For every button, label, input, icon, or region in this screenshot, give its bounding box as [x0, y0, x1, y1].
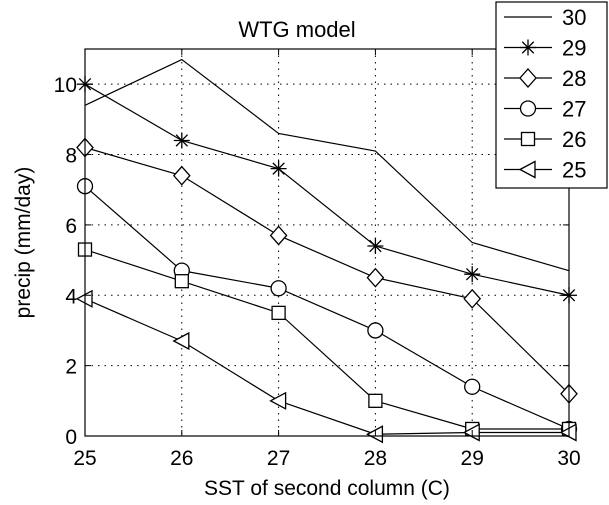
diamond-marker — [519, 68, 537, 88]
legend-label: 29 — [562, 36, 586, 61]
series-line-25 — [84, 298, 569, 435]
data-point — [269, 225, 288, 246]
asterisk-marker — [270, 160, 287, 177]
data-point — [172, 165, 191, 186]
x-tick-label: 26 — [170, 447, 193, 470]
legend-label: 30 — [562, 5, 586, 30]
data-point — [172, 331, 190, 351]
legend-item-27: 27 — [504, 97, 586, 122]
series-26 — [77, 242, 577, 437]
data-point — [269, 391, 287, 410]
legend-item-25: 25 — [504, 158, 586, 183]
legend-label: 26 — [562, 127, 586, 152]
series-25 — [75, 289, 577, 444]
legend-item-26: 26 — [504, 127, 586, 152]
legend-label: 27 — [562, 97, 586, 122]
legend-item-29: 29 — [504, 36, 586, 61]
diamond-marker — [269, 225, 288, 246]
axes-frame — [84, 48, 570, 437]
data-point — [367, 238, 384, 255]
plot-area — [75, 58, 578, 444]
x-tick-label: 25 — [73, 447, 96, 470]
x-tick-label: 28 — [364, 447, 387, 470]
y-tick-label: 2 — [65, 356, 77, 379]
diamond-marker — [172, 165, 191, 186]
circle-marker — [367, 322, 384, 339]
square-marker — [174, 274, 189, 289]
data-point — [271, 305, 286, 321]
data-point — [464, 378, 481, 395]
legend-box — [495, 1, 608, 189]
triangle-left-marker — [269, 391, 287, 410]
circle-marker — [519, 100, 537, 117]
x-tick-label: 29 — [461, 447, 484, 470]
asterisk-marker — [464, 266, 481, 283]
series-line-30 — [84, 58, 570, 272]
y-tick-label: 10 — [54, 74, 77, 97]
data-point — [464, 266, 481, 283]
circle-marker — [464, 378, 481, 395]
y-tick-label: 0 — [65, 426, 77, 449]
y-tick-label: 8 — [65, 145, 77, 168]
chart-title: WTG model — [238, 17, 355, 42]
series-30 — [84, 58, 570, 272]
diamond-marker — [463, 288, 482, 309]
data-point — [174, 274, 189, 289]
series-line-29 — [84, 83, 570, 296]
grid — [85, 49, 569, 436]
legend: 30 29 28 27 26 25 — [495, 1, 608, 189]
data-point — [368, 393, 383, 408]
legend-item-28: 28 — [504, 66, 586, 91]
series-line-27 — [84, 185, 570, 430]
square-marker — [368, 393, 383, 408]
x-tick-label: 27 — [267, 447, 290, 470]
data-point — [270, 160, 287, 177]
asterisk-marker — [520, 39, 536, 56]
diamond-marker — [366, 267, 385, 288]
triangle-left-marker — [518, 160, 536, 179]
ticks: 25 26 27 28 29 30 0 2 4 6 8 10 — [54, 49, 581, 470]
legend-label: 28 — [562, 66, 586, 91]
legend-label: 25 — [562, 158, 586, 183]
legend-item-30: 30 — [504, 5, 586, 30]
y-tick-label: 6 — [65, 215, 77, 238]
data-point — [366, 267, 385, 288]
square-marker — [271, 305, 286, 321]
series-27 — [76, 178, 578, 438]
data-point — [463, 288, 482, 309]
x-tick-label: 30 — [557, 447, 580, 470]
y-tick-label: 4 — [65, 285, 77, 308]
data-point — [270, 280, 287, 297]
series-line-28 — [84, 146, 570, 395]
asterisk-marker — [173, 132, 190, 149]
asterisk-marker — [367, 238, 384, 255]
y-axis-label: precip (mm/day) — [12, 167, 35, 319]
circle-marker — [270, 280, 287, 297]
series-line-26 — [84, 248, 569, 430]
square-marker — [520, 131, 536, 147]
data-point — [367, 322, 384, 339]
triangle-left-marker — [172, 331, 190, 351]
data-point — [173, 132, 190, 149]
x-axis-label: SST of second column (C) — [204, 477, 450, 500]
